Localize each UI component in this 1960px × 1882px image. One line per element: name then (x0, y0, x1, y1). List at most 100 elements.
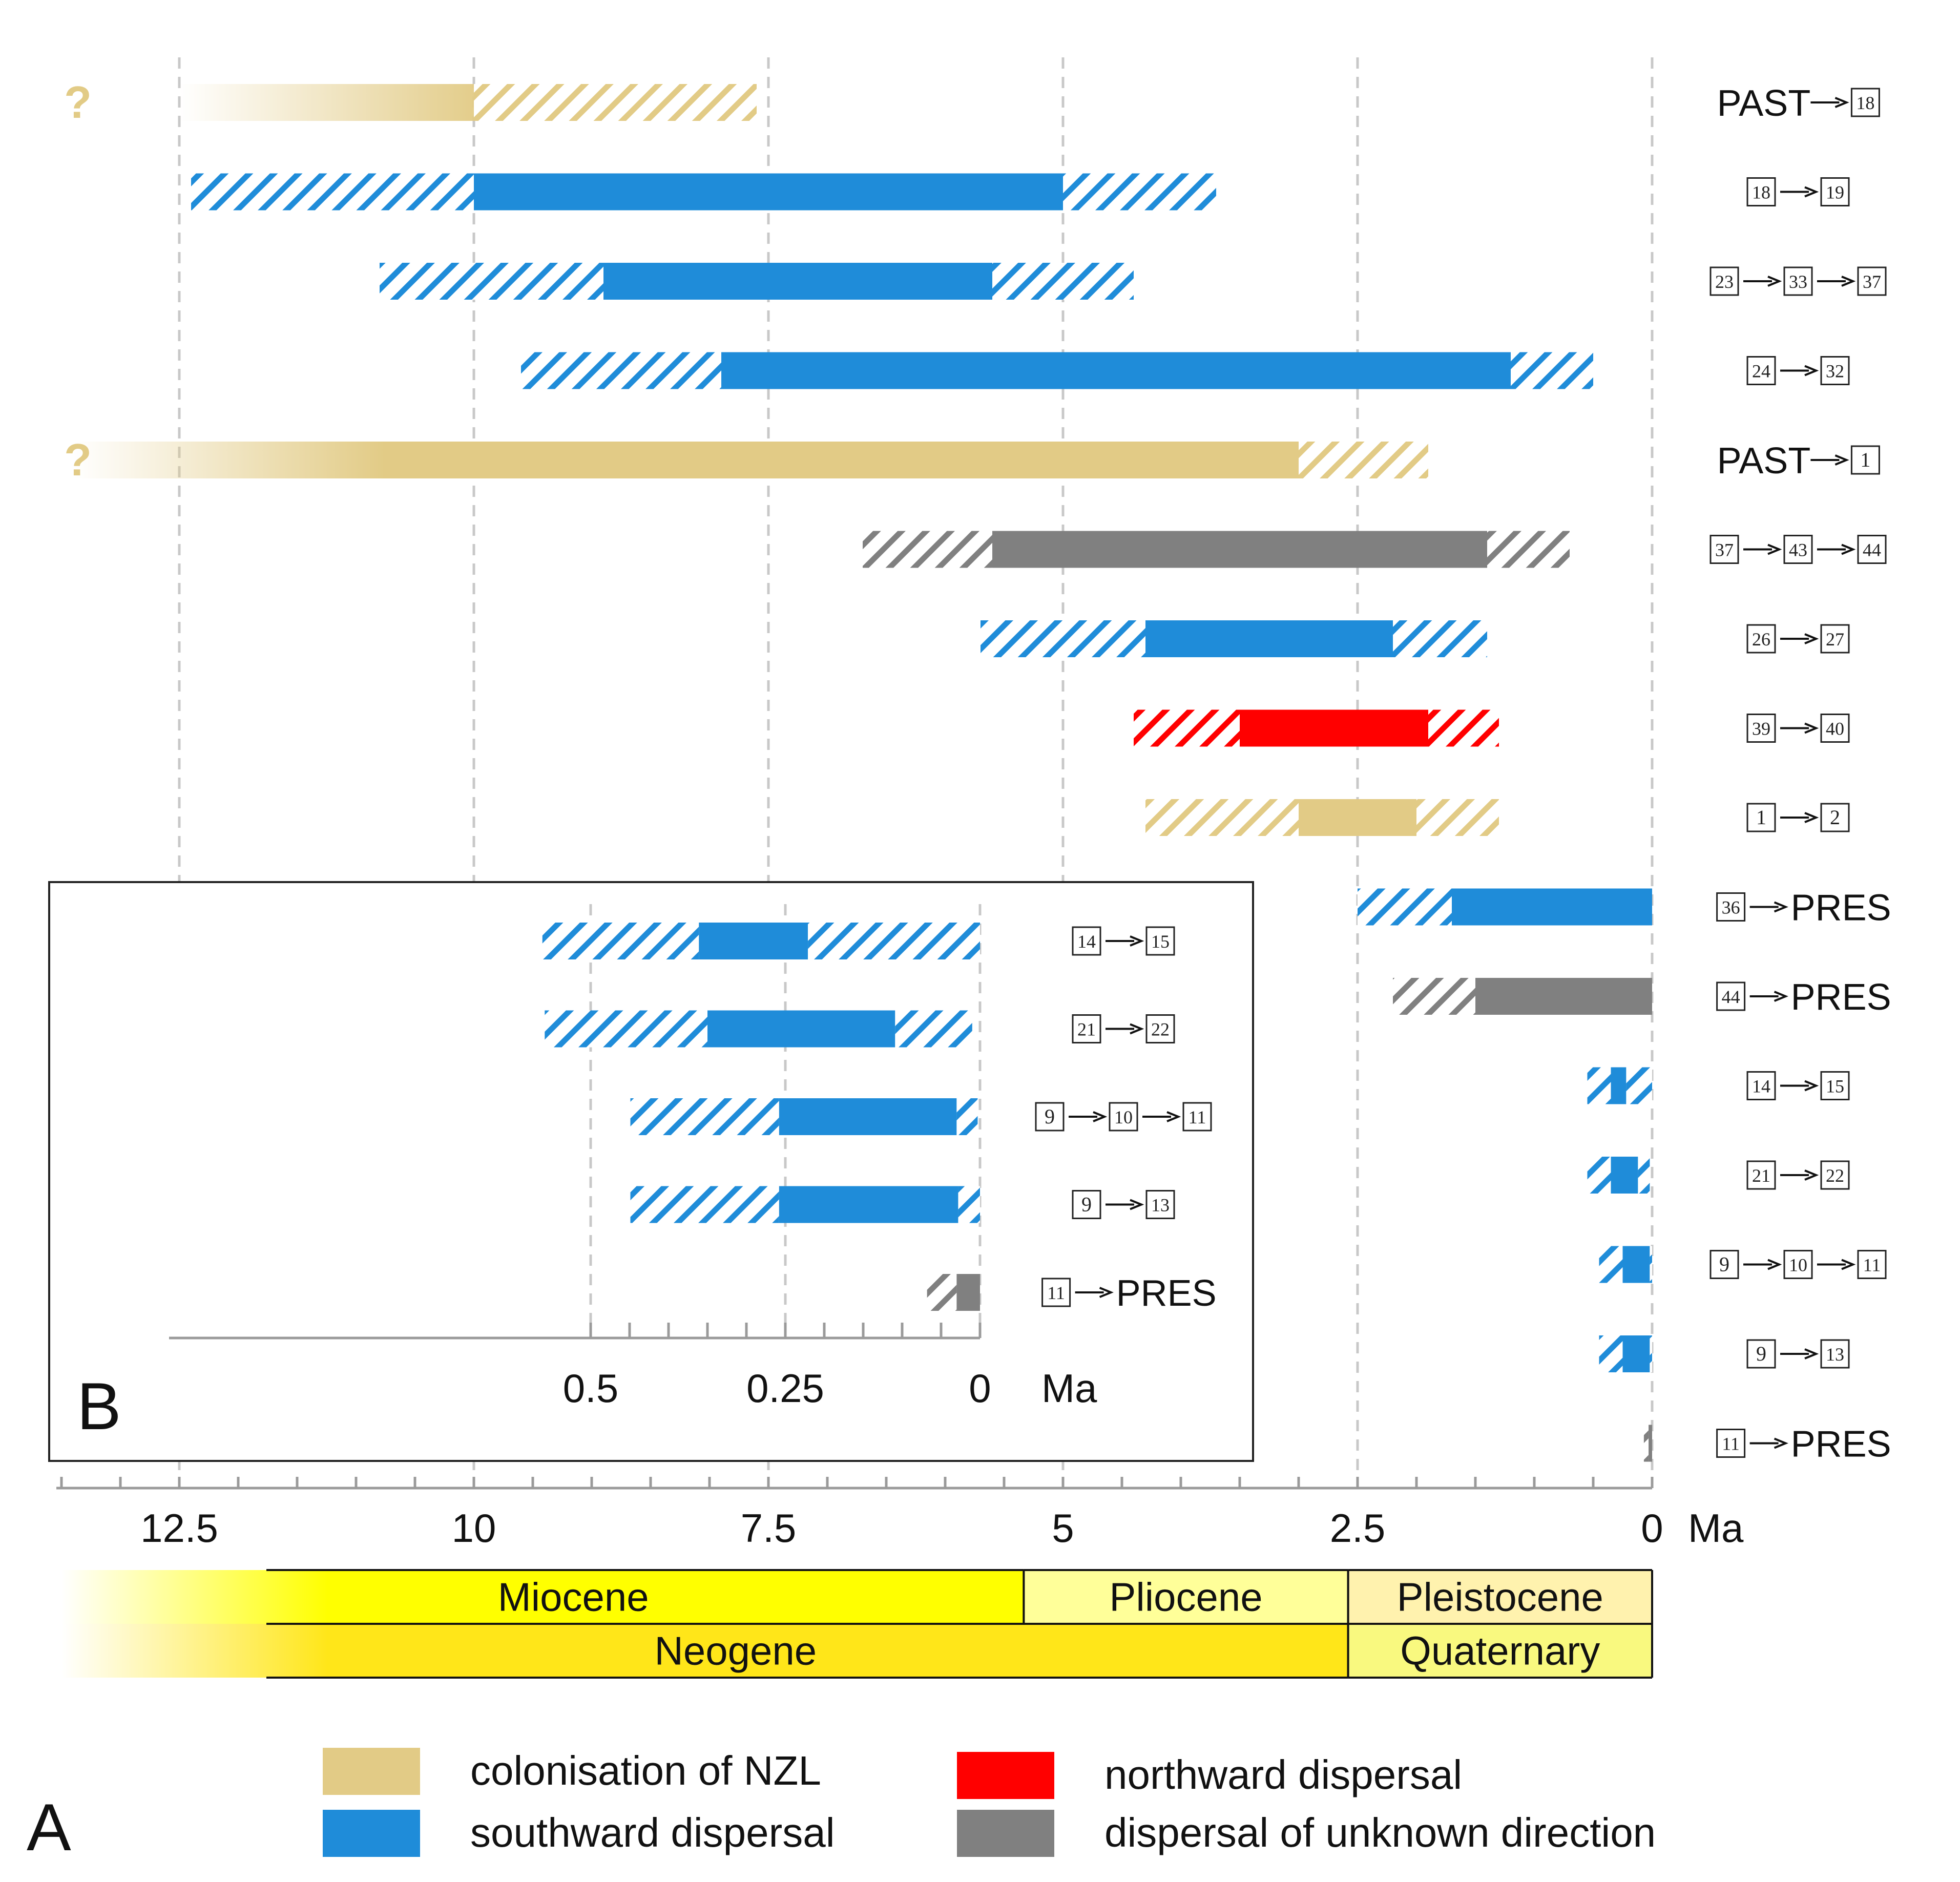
southward-hatched-bar (1511, 352, 1593, 389)
row-label: 9 13 (1746, 1339, 1850, 1369)
node-number: 44 (1863, 540, 1881, 560)
node-box (1746, 356, 1776, 385)
timeline-row (1134, 709, 1499, 747)
node-box (1746, 803, 1776, 832)
inset-timeline-row (542, 923, 980, 959)
colonisation-hatched-bar (1145, 799, 1299, 836)
node-number: 24 (1752, 361, 1770, 382)
row-label: 21 22 (1072, 1014, 1175, 1043)
node-number: 15 (1826, 1076, 1844, 1097)
tick-label: 0 (1641, 1505, 1663, 1551)
node-box (1820, 1071, 1850, 1100)
node-box (1041, 1278, 1071, 1307)
node-box (1857, 266, 1887, 296)
southward-hatched-bar (1599, 1335, 1623, 1372)
node-number: 36 (1722, 897, 1740, 918)
timeline-row (1599, 1246, 1652, 1283)
southward-hatched-bar (1358, 888, 1452, 926)
southward-hatched-bar (521, 352, 721, 389)
arrow-head (1804, 1169, 1819, 1181)
southward-hatched-bar (1650, 1335, 1652, 1372)
node-number: 43 (1789, 540, 1807, 560)
node-number: 19 (1826, 182, 1844, 203)
timeline-row (380, 263, 1134, 300)
timeline-row (1643, 1425, 1652, 1462)
southward-solid-bar (1611, 1157, 1638, 1194)
inset-timeline-row (927, 1274, 980, 1311)
panel-label-b: B (77, 1369, 121, 1444)
northward-hatched-bar (1134, 709, 1240, 747)
node-number: 2 (1830, 806, 1840, 829)
epoch-band (1024, 1570, 1348, 1624)
bars-layer: ?? (64, 77, 1652, 1462)
node-number: 32 (1826, 361, 1844, 382)
timeline-row: ? (64, 77, 757, 128)
node-number: 44 (1722, 987, 1740, 1007)
node-number: 13 (1151, 1195, 1170, 1216)
southward-solid-bar (699, 923, 808, 959)
inset-panel: 14 15 21 22 9 10 11 9 13 11 PRES 0.5 0.25 0 Ma B (48, 881, 1254, 1462)
epoch-name: Pliocene (1109, 1575, 1262, 1620)
period-name: Neogene (654, 1628, 817, 1674)
node-number: 10 (1789, 1255, 1807, 1275)
colonisation-hatched-bar (1299, 442, 1428, 478)
arrow-head (1804, 633, 1819, 644)
timeline-row (1599, 1335, 1652, 1372)
timeline-row (521, 352, 1593, 389)
panel-label-a: A (27, 1790, 71, 1865)
inset-frame (48, 881, 1254, 1462)
arrow-head (1767, 543, 1782, 555)
row-label: 11 PRES (1041, 1273, 1217, 1314)
node-number: 39 (1752, 719, 1770, 739)
legend-label: northward dispersal (1104, 1752, 1462, 1797)
northward-swatch (957, 1752, 1054, 1799)
legend-label: southward dispersal (470, 1810, 835, 1855)
southward-solid-bar (721, 352, 1511, 389)
arrow-head (1834, 454, 1849, 466)
node-box (1709, 266, 1739, 296)
node-number: 11 (1863, 1255, 1881, 1275)
southward-solid-bar (1622, 1246, 1650, 1283)
legend-label: colonisation of NZL (470, 1748, 821, 1793)
legend: colonisation of NZL northward dispersal so… (323, 1748, 1656, 1857)
southward-hatched-bar (1638, 1157, 1650, 1194)
node-number: 21 (1752, 1165, 1770, 1186)
southward-hatched-bar (992, 263, 1134, 300)
period-band (61, 1624, 1348, 1678)
node-box (1783, 535, 1813, 564)
tick-label: 10 (452, 1505, 496, 1551)
arrow-head (1093, 1111, 1108, 1122)
node-box (1820, 624, 1850, 654)
arrow-head (1834, 97, 1849, 108)
node-word: PAST (1717, 441, 1811, 482)
arrow-head (1804, 812, 1819, 823)
timeline-row: ? (64, 434, 1428, 485)
northward-solid-bar (1240, 709, 1428, 747)
axis-unit: Ma (1688, 1505, 1744, 1551)
arrow-head (1130, 1023, 1144, 1035)
node-number: 22 (1826, 1165, 1844, 1186)
legend-item: dispersal of unknown direction (957, 1810, 1656, 1857)
southward-solid-bar (1145, 620, 1393, 657)
southward-hatched-bar (1599, 1246, 1623, 1283)
inset-axis-unit: Ma (1041, 1366, 1097, 1411)
row-label: 24 32 (1746, 356, 1850, 385)
inset-tick-label: 0 (969, 1366, 991, 1411)
node-box (1783, 1250, 1813, 1279)
node-number: 9 (1719, 1253, 1729, 1276)
node-box (1820, 714, 1850, 743)
node-number: 13 (1826, 1344, 1844, 1365)
node-box (1857, 535, 1887, 564)
node-number: 21 (1077, 1019, 1096, 1040)
row-label: 44 PRES (1716, 977, 1891, 1018)
row-label: 26 27 (1746, 624, 1850, 654)
node-number: 37 (1715, 540, 1734, 560)
southward-hatched-bar (1587, 1067, 1611, 1104)
node-number: 11 (1188, 1107, 1206, 1127)
node-word: PRES (1791, 1424, 1891, 1465)
row-label: 21 22 (1746, 1160, 1850, 1190)
epoch-name: Miocene (498, 1575, 649, 1620)
southward-hatched-bar (956, 1098, 978, 1135)
